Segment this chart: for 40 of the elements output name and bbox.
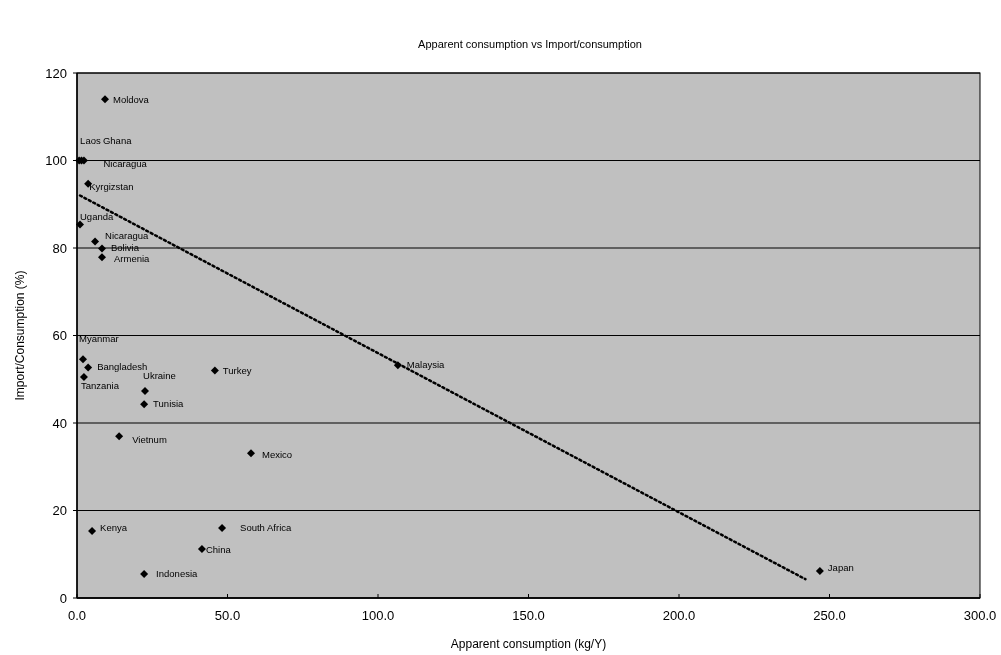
annotation: Kenya <box>100 522 128 534</box>
annotation: Malaysia <box>406 359 446 371</box>
x-tick-label: 250.0 <box>813 608 846 623</box>
annotation: Mexico <box>261 449 293 461</box>
annotation: Nicaragua <box>105 230 150 242</box>
annotation: Ukraine <box>143 370 176 382</box>
annotation: Japan <box>827 561 854 573</box>
annotation: Tanzania <box>80 380 120 392</box>
annotation: Indonesia <box>156 567 199 579</box>
y-tick-label: 20 <box>52 503 67 519</box>
x-tick-label: 50.0 <box>214 608 241 623</box>
y-tick-label: 60 <box>52 328 67 344</box>
annotation: Armenia <box>113 253 151 265</box>
annotation: Ghana <box>102 134 133 146</box>
annotation: Moldova <box>112 94 150 106</box>
annotation: Kyrgizstan <box>89 180 134 192</box>
annotation: Myanmar <box>79 333 119 345</box>
annotation: China <box>205 544 232 555</box>
x-tick-label: 100.0 <box>361 608 395 623</box>
chart-title: Apparent consumption vs Import/consumption <box>418 38 642 50</box>
annotation: Bolivia <box>110 242 140 254</box>
annotation: Uganda <box>80 211 114 223</box>
y-tick-label: 80 <box>52 240 67 256</box>
y-tick-label: 120 <box>45 65 67 81</box>
x-tick-label: 300.0 <box>963 608 997 623</box>
annotation: Bangladesh <box>97 361 148 373</box>
y-tick-label: 100 <box>45 153 67 169</box>
annotation: Vietnum <box>132 434 167 446</box>
x-axis-title: Apparent consumption (kg/Y) <box>450 637 607 651</box>
annotation: South Africa <box>240 522 293 533</box>
x-tick-label: 200.0 <box>662 608 696 623</box>
annotation: Turkey <box>222 364 252 376</box>
annotation: Laos <box>80 134 101 146</box>
annotation: Tunisia <box>153 398 185 410</box>
x-tick-label: 150.0 <box>512 608 545 623</box>
y-axis-title: Import/Consumption (%) <box>13 270 27 401</box>
y-tick-label: 40 <box>52 415 67 431</box>
x-tick-label: 0.0 <box>67 608 87 623</box>
y-tick-label: 0 <box>59 590 67 606</box>
annotation: Nicaragua <box>103 157 148 169</box>
